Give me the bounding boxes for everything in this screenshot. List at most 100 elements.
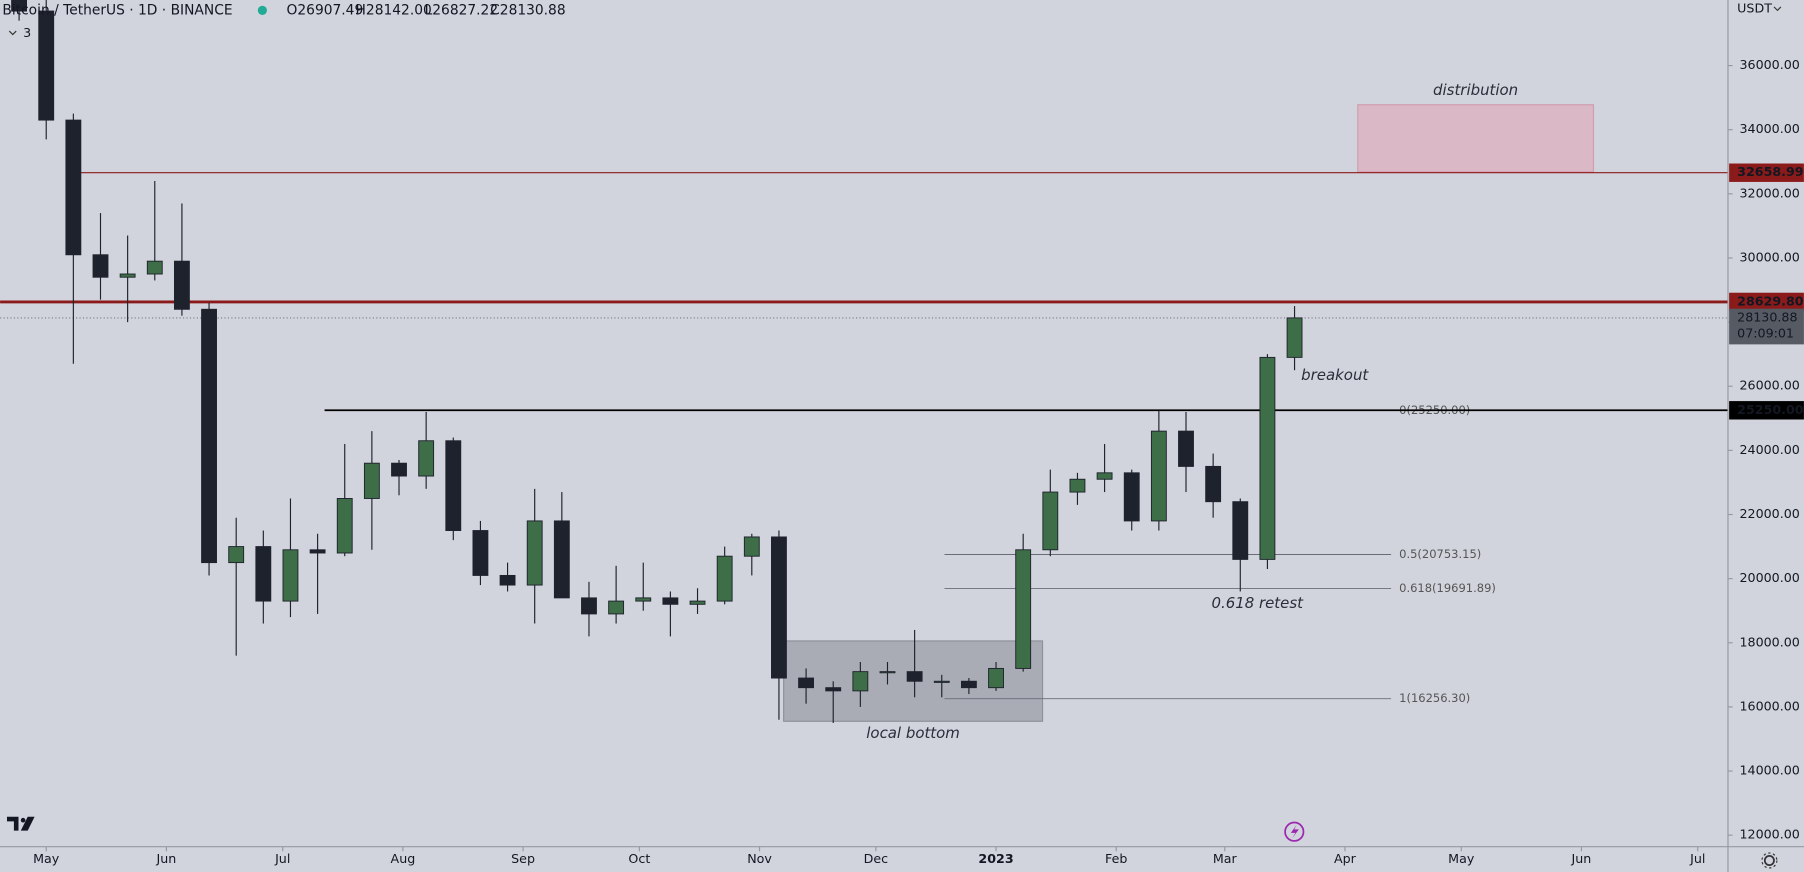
last-price-box <box>1729 308 1804 345</box>
fib-label: 0.5(20753.15) <box>1399 547 1481 561</box>
x-tick-label: Mar <box>1213 851 1238 866</box>
x-tick-label: Nov <box>747 851 772 866</box>
y-tick-label: 30000.00 <box>1739 249 1799 264</box>
candle-body <box>1286 317 1303 358</box>
candle-body <box>771 536 787 679</box>
x-tick-label: Jun <box>156 851 177 866</box>
x-tick-label: Jun <box>1571 851 1592 866</box>
candle-body <box>146 260 163 275</box>
y-tick-label: 16000.00 <box>1739 698 1799 713</box>
annotation: 0.618 retest <box>1211 594 1304 612</box>
candle-body <box>1123 472 1140 522</box>
candle-body <box>960 680 977 689</box>
candle-body <box>825 687 842 692</box>
price-axis <box>1727 0 1804 872</box>
indicator-count[interactable]: 3 <box>23 25 31 40</box>
candle-body <box>119 273 136 278</box>
time-axis <box>0 846 1728 872</box>
symbol: Bitcoin / TetherUS · 1D · BINANCE <box>2 2 232 18</box>
candle-body <box>1015 549 1032 669</box>
candle-body <box>228 546 245 564</box>
candle-body <box>1150 430 1167 522</box>
ohlc-high: H28142.00 <box>356 2 432 18</box>
annotation: breakout <box>1301 366 1369 384</box>
collapse-icon[interactable] <box>8 30 17 36</box>
candle-body <box>879 671 896 674</box>
candle-body <box>852 671 869 692</box>
y-tick-label: 24000.00 <box>1739 442 1799 457</box>
x-tick-label: Apr <box>1334 851 1357 866</box>
candle-body <box>1042 491 1059 551</box>
x-tick-label: Dec <box>864 851 889 866</box>
candle-body <box>11 0 28 12</box>
x-tick-label: Feb <box>1105 851 1127 866</box>
ohlc-low: L26827.22 <box>425 2 499 18</box>
candle-body <box>418 440 435 477</box>
candle-body <box>716 555 733 602</box>
ohlc-open: O26907.49 <box>287 2 364 18</box>
logo <box>6 816 35 831</box>
y-tick-label: 22000.00 <box>1739 506 1799 521</box>
x-tick-label: May <box>1448 851 1475 866</box>
y-tick-label: 36000.00 <box>1739 57 1799 72</box>
candle-body <box>798 677 815 689</box>
alert-icon[interactable] <box>1284 821 1305 842</box>
status-dot <box>257 5 267 15</box>
candle-body <box>1069 478 1086 493</box>
candle-body <box>255 546 272 602</box>
x-tick-label: 2023 <box>978 851 1013 866</box>
level-price-box <box>1729 401 1804 420</box>
y-tick-label: 20000.00 <box>1739 570 1799 585</box>
candle-body <box>526 520 543 586</box>
settings-icon[interactable] <box>1761 852 1778 869</box>
level-price: 32658.99 <box>1737 164 1803 179</box>
x-tick-label: May <box>33 851 60 866</box>
candle-body <box>336 498 353 554</box>
candle-body <box>1178 430 1194 467</box>
x-tick-label: Jul <box>274 851 290 866</box>
x-tick-label: Oct <box>628 851 650 866</box>
last-price: 28130.88 <box>1737 309 1797 324</box>
candle-body <box>1232 501 1249 560</box>
level-price: 28629.80 <box>1737 293 1804 308</box>
y-tick-label: 14000.00 <box>1739 763 1799 778</box>
currency[interactable]: USDT <box>1737 1 1772 16</box>
candle-body <box>173 260 190 310</box>
axes: 12000.00 14000.00 16000.00 18000.00 20000.00… <box>33 57 1804 866</box>
y-tick-label: 32000.00 <box>1739 185 1799 200</box>
candle-body <box>65 119 82 256</box>
zone-label: local bottom <box>866 724 960 742</box>
level-price-box <box>1729 292 1804 312</box>
candle-body <box>391 462 407 477</box>
fib-label: 0.618(19691.89) <box>1399 581 1496 595</box>
x-tick-label: Sep <box>511 851 535 866</box>
candle-body <box>608 600 625 615</box>
y-tick-label: 12000.00 <box>1739 827 1799 842</box>
candle-body <box>92 254 109 278</box>
candle-body <box>635 597 652 602</box>
x-tick-label: Jul <box>1689 851 1705 866</box>
candle-body <box>38 10 55 121</box>
candle-body <box>581 597 597 615</box>
candle-body <box>553 520 570 599</box>
candle-body <box>445 440 462 532</box>
candle-body <box>662 597 679 605</box>
candle-body <box>472 530 489 576</box>
y-tick-label: 26000.00 <box>1739 378 1799 393</box>
currency-dropdown[interactable] <box>1773 6 1782 12</box>
candle-body <box>201 308 217 564</box>
candle-body <box>1259 356 1276 560</box>
candle-body <box>309 549 326 554</box>
candle-body <box>499 574 516 586</box>
level-price-box <box>1729 163 1804 182</box>
candle-body <box>933 680 950 683</box>
countdown: 07:09:01 <box>1737 326 1794 341</box>
candle-body <box>906 671 923 682</box>
ohlc-close: C28130.88 <box>490 2 565 18</box>
fib-label: 1(16256.30) <box>1399 691 1470 705</box>
zone-label: distribution <box>1433 81 1518 99</box>
y-tick-label: 18000.00 <box>1739 634 1799 649</box>
